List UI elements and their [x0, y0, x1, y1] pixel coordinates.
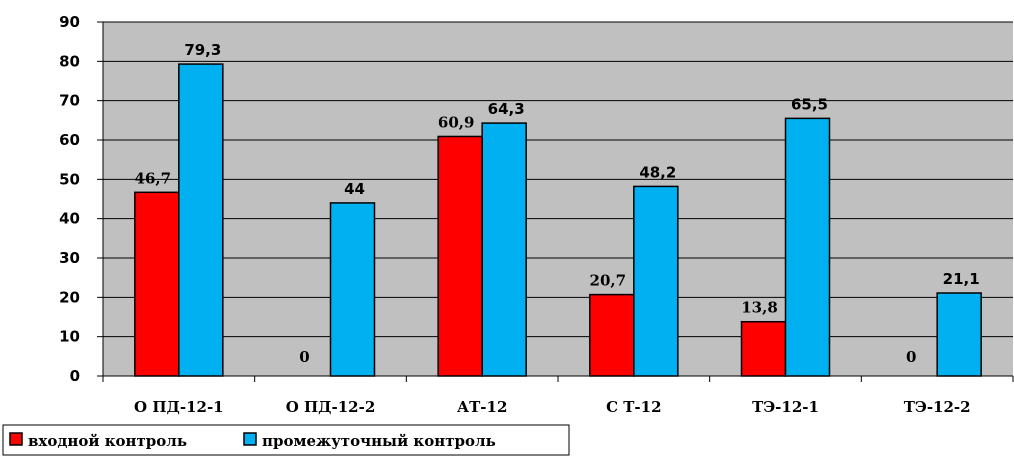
bar-intermediate-control: [784, 117, 831, 377]
data-label: 60,9: [438, 113, 475, 131]
y-tick-label: 50: [59, 170, 80, 188]
data-label: 0: [299, 348, 309, 366]
data-labels: 46,7 0 60,9 20,7 13,8 0 79,3 44 64,3 48,2 65,5 21,1: [135, 41, 980, 366]
legend-box: [2, 424, 570, 456]
data-label: 13,8: [741, 299, 778, 317]
bar-intermediate-control: [936, 292, 982, 377]
y-tick-label: 40: [59, 210, 80, 228]
data-label: 79,3: [184, 41, 221, 59]
x-tick-label: АТ-12: [457, 398, 507, 416]
data-label: 20,7: [590, 272, 627, 290]
y-tick-label: 70: [59, 92, 80, 110]
bar-input-control: [740, 320, 787, 377]
y-tick-label: 10: [59, 328, 80, 346]
data-label: 44: [344, 180, 365, 198]
data-label: 46,7: [135, 169, 172, 187]
x-tick-label: ТЭ-12-2: [904, 398, 971, 416]
x-tick-label: О ПД-12-2: [286, 398, 376, 416]
bar-intermediate-control: [481, 122, 527, 377]
legend: входной контроль промежуточный контроль: [2, 424, 570, 456]
x-tick-label: О ПД-12-1: [134, 398, 224, 416]
data-label: 0: [906, 348, 916, 366]
x-tick-label: ТЭ-12-1: [752, 398, 819, 416]
legend-swatch: [9, 432, 23, 446]
x-tick-label: С Т-12: [606, 398, 661, 416]
bars: [134, 63, 982, 377]
legend-label: промежуточный контроль: [262, 432, 496, 450]
data-label: 48,2: [639, 163, 676, 181]
y-tick-label: 30: [59, 249, 80, 267]
bar-intermediate-control: [178, 63, 224, 377]
data-label: 65,5: [791, 95, 828, 113]
y-tick-label: 90: [59, 13, 80, 31]
x-axis: О ПД-12-1 О ПД-12-2 АТ-12 С Т-12 ТЭ-12-1 ТЭ-1…: [102, 375, 1014, 416]
bar-input-control: [589, 293, 635, 377]
data-label: 64,3: [488, 100, 525, 118]
plot-area: [103, 22, 1013, 376]
y-tick-label: 60: [59, 131, 80, 149]
legend-label: входной контроль: [28, 432, 187, 450]
data-label: 21,1: [943, 270, 980, 288]
legend-swatch: [243, 432, 257, 446]
y-tick-label: 0: [70, 367, 80, 385]
gridlines: [103, 21, 1013, 338]
bar-input-control: [437, 135, 483, 377]
bar-intermediate-control: [633, 185, 679, 377]
y-tick-label: 80: [59, 52, 80, 70]
bar-intermediate-control: [329, 202, 376, 377]
bar-input-control: [134, 191, 180, 377]
y-axis: 0 10 20 30 40 50 60 70 80 90: [59, 13, 104, 385]
y-tick-label: 20: [59, 288, 80, 306]
